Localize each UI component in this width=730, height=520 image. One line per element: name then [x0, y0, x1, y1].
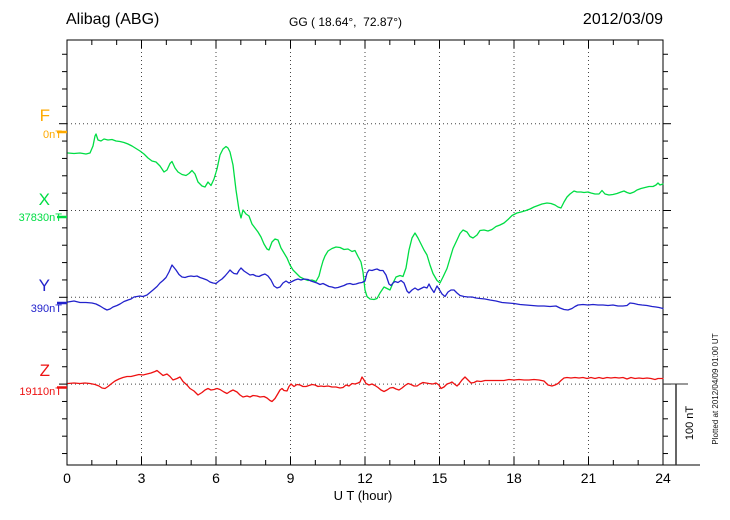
x-curve: [67, 133, 664, 301]
plotted-at-note: Plotted at 2012/04/09 01:00 UT: [711, 333, 720, 445]
x-tick-label-18: 18: [506, 470, 522, 486]
y-curve: [67, 264, 664, 311]
x-axis-title: U T (hour): [333, 488, 393, 503]
component-baseline-y: 390nT: [30, 303, 62, 315]
component-label-z: Z: [39, 361, 50, 380]
x-tick-label-15: 15: [431, 470, 448, 486]
observatory-coordinates: GG ( 18.64°, 72.87°): [289, 15, 402, 29]
x-tick-label-12: 12: [357, 470, 373, 486]
component-baseline-z: 19110nT: [19, 386, 62, 398]
x-tick-label-0: 0: [63, 470, 71, 486]
x-tick-label-3: 3: [137, 470, 146, 486]
x-tick-label-9: 9: [286, 470, 295, 486]
scale-bar-label: 100 nT: [684, 405, 696, 441]
plot-date: 2012/03/09: [582, 11, 663, 28]
component-label-f: F: [39, 106, 50, 125]
x-tick-label-24: 24: [655, 470, 671, 486]
component-label-x: X: [38, 190, 50, 209]
component-label-y: Y: [38, 276, 50, 295]
station-title: Alibag (ABG): [66, 11, 160, 28]
component-baseline-f: 0nT: [43, 129, 62, 141]
x-tick-label-21: 21: [580, 470, 597, 486]
component-baseline-x: 37830nT: [18, 212, 62, 224]
x-tick-label-6: 6: [212, 470, 220, 486]
z-curve: [67, 369, 664, 403]
